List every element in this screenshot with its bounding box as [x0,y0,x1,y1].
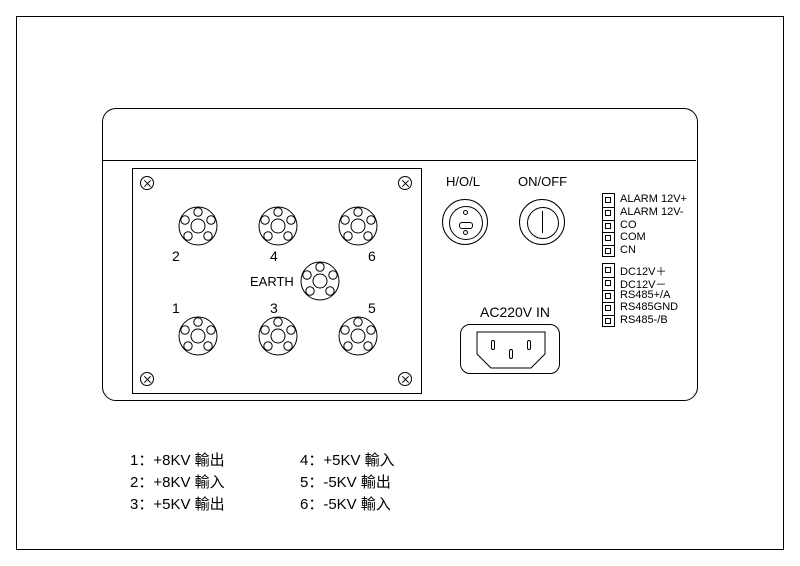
tblock-label: ALARM 12V+ [620,193,687,205]
ac-heading: AC220V IN [480,304,550,320]
terminal-5-label: 5 [368,300,376,316]
panel-screw [398,372,412,386]
terminal-earth-label: EARTH [250,274,294,289]
panel-screw [398,176,412,190]
terminal-3 [258,316,298,356]
terminal-6 [338,206,378,246]
iec-inlet[interactable] [460,324,560,374]
tblock-upper[interactable] [602,193,615,257]
tblock-label: CN [620,244,636,256]
legend-line: 2：+8KV 輸入 [130,472,225,494]
tblock-lower[interactable] [602,263,615,327]
terminal-5 [338,316,378,356]
legend-line: 3：+5KV 輸出 [130,494,225,516]
terminal-4-label: 4 [270,248,278,264]
legend-col1: 1：+8KV 輸出 2：+8KV 輸入 3：+5KV 輸出 [130,450,225,516]
tblock-label: RS485GND [620,301,678,313]
tblock-label: COM [620,231,646,243]
terminal-2 [178,206,218,246]
panel-screw [140,372,154,386]
terminal-2-label: 2 [172,248,180,264]
terminal-4 [258,206,298,246]
legend-col2: 4：+5KV 輸入 5：-5KV 輸出 6：-5KV 輸入 [300,450,395,516]
hol-knob[interactable] [442,199,488,245]
tblock-label: RS485+/A [620,289,670,301]
legend-line: 6：-5KV 輸入 [300,494,395,516]
terminal-block: ALARM 12V+ ALARM 12V- CO COM CN DC12V＋ D… [602,193,702,333]
terminal-1-label: 1 [172,300,180,316]
tblock-label: ALARM 12V- [620,206,684,218]
onoff-heading: ON/OFF [518,174,567,189]
hol-heading: H/O/L [446,174,480,189]
onoff-switch[interactable] [519,199,565,245]
terminal-6-label: 6 [368,248,376,264]
terminal-3-label: 3 [270,300,278,316]
legend-line: 4：+5KV 輸入 [300,450,395,472]
tblock-label: CO [620,219,637,231]
legend-line: 5：-5KV 輸出 [300,472,395,494]
panel-screw [140,176,154,190]
terminal-1 [178,316,218,356]
chassis-divider [103,160,696,161]
tblock-label: RS485-/B [620,314,668,326]
legend-line: 1：+8KV 輸出 [130,450,225,472]
terminal-earth [300,261,340,301]
